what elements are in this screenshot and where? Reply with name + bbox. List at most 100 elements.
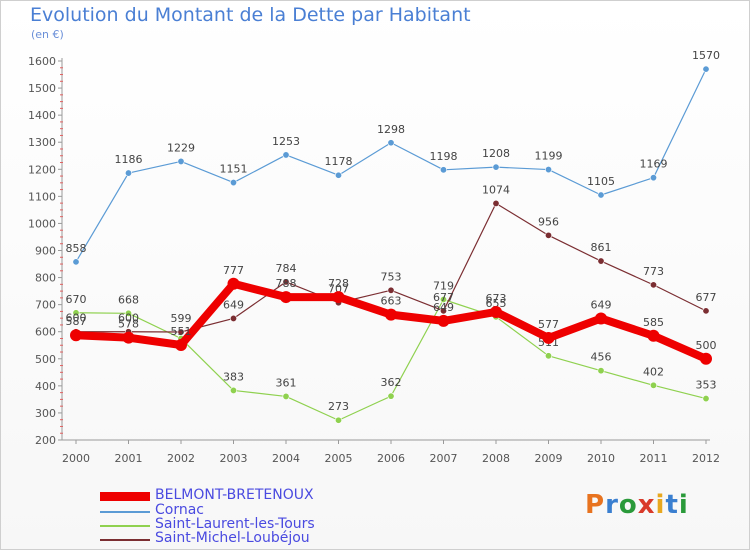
legend-label: Cornac xyxy=(155,502,204,518)
proxiti-logo: Proxiti xyxy=(585,490,689,520)
data-label-saint-laurent-les-tours: 719 xyxy=(433,279,454,292)
data-point-cornac xyxy=(72,258,80,266)
data-point-saint-michel-loub-jou xyxy=(649,281,657,289)
data-label-saint-michel-loub-jou: 1074 xyxy=(482,183,510,196)
data-label-saint-laurent-les-tours: 655 xyxy=(486,297,507,310)
x-tick-label: 2001 xyxy=(115,452,143,465)
x-tick-label: 2000 xyxy=(62,452,90,465)
data-label-cornac: 858 xyxy=(66,242,87,255)
logo-letter: t xyxy=(665,490,679,520)
data-point-saint-laurent-les-tours xyxy=(544,352,552,360)
data-point-saint-laurent-les-tours xyxy=(702,395,710,403)
data-label-saint-michel-loub-jou: 707 xyxy=(328,283,349,296)
data-label-cornac: 1199 xyxy=(535,150,563,163)
data-label-saint-michel-loub-jou: 677 xyxy=(433,291,454,304)
data-point-saint-michel-loub-jou xyxy=(177,328,185,336)
data-point-saint-laurent-les-tours xyxy=(597,367,605,375)
data-point-cornac xyxy=(439,166,447,174)
legend-label: BELMONT-BRETENOUX xyxy=(155,487,314,503)
x-tick-label: 2005 xyxy=(325,452,353,465)
legend-swatch xyxy=(100,525,150,527)
data-label-cornac: 1151 xyxy=(220,163,248,176)
chart-title: Evolution du Montant de la Dette par Hab… xyxy=(30,4,471,26)
data-label-cornac: 1570 xyxy=(692,49,720,62)
y-tick-label: 700 xyxy=(35,299,56,312)
y-tick-label: 1100 xyxy=(28,190,56,203)
legend-label: Saint-Michel-Loubéjou xyxy=(155,530,310,546)
x-tick-label: 2003 xyxy=(220,452,248,465)
data-label-belmont-bretenoux: 551 xyxy=(171,325,192,338)
data-point-cornac xyxy=(649,174,657,182)
data-label-cornac: 1178 xyxy=(325,155,353,168)
data-point-saint-laurent-les-tours xyxy=(72,309,80,317)
data-point-belmont-bretenoux xyxy=(227,277,240,290)
data-label-saint-laurent-les-tours: 456 xyxy=(591,351,612,364)
data-label-cornac: 1198 xyxy=(430,150,458,163)
data-point-cornac xyxy=(387,139,395,147)
data-label-saint-laurent-les-tours: 402 xyxy=(643,365,664,378)
data-label-cornac: 1169 xyxy=(640,158,668,171)
y-tick-label: 800 xyxy=(35,272,56,285)
logo-letter: i xyxy=(678,490,689,520)
data-point-belmont-bretenoux xyxy=(280,291,292,304)
x-tick-label: 2009 xyxy=(535,452,563,465)
data-label-saint-laurent-les-tours: 353 xyxy=(696,379,717,392)
legend-label: Saint-Laurent-les-Tours xyxy=(155,516,315,532)
x-tick-label: 2007 xyxy=(430,452,458,465)
data-point-belmont-bretenoux xyxy=(647,329,660,342)
data-point-saint-laurent-les-tours xyxy=(439,295,447,303)
x-tick-label: 2008 xyxy=(482,452,510,465)
data-point-saint-michel-loub-jou xyxy=(702,307,710,315)
data-label-saint-michel-loub-jou: 956 xyxy=(538,215,559,228)
data-point-belmont-bretenoux xyxy=(437,314,450,327)
data-label-cornac: 1253 xyxy=(272,135,300,148)
logo-letter: i xyxy=(655,490,666,520)
x-tick-label: 2004 xyxy=(272,452,300,465)
data-label-saint-laurent-les-tours: 362 xyxy=(381,376,402,389)
data-label-cornac: 1298 xyxy=(377,123,405,136)
x-tick-label: 2006 xyxy=(377,452,405,465)
data-label-belmont-bretenoux: 673 xyxy=(486,292,507,305)
x-tick-label: 2002 xyxy=(167,452,195,465)
data-point-belmont-bretenoux xyxy=(70,329,82,342)
data-label-belmont-bretenoux: 585 xyxy=(643,316,664,329)
data-label-belmont-bretenoux: 577 xyxy=(538,318,559,331)
y-tick-label: 900 xyxy=(35,245,56,258)
data-point-saint-michel-loub-jou xyxy=(230,314,238,322)
y-tick-label: 1300 xyxy=(28,136,56,149)
data-label-saint-michel-loub-jou: 753 xyxy=(381,270,402,283)
data-point-cornac xyxy=(702,65,710,73)
y-tick-label: 1000 xyxy=(28,217,56,230)
data-point-cornac xyxy=(230,179,238,187)
data-label-cornac: 1105 xyxy=(587,175,615,188)
data-point-belmont-bretenoux xyxy=(175,338,187,351)
data-label-saint-laurent-les-tours: 361 xyxy=(276,376,297,389)
data-label-saint-laurent-les-tours: 670 xyxy=(66,293,87,306)
data-point-cornac xyxy=(492,163,500,171)
data-label-saint-michel-loub-jou: 677 xyxy=(696,291,717,304)
data-point-saint-laurent-les-tours xyxy=(282,392,290,400)
data-point-saint-laurent-les-tours xyxy=(649,381,657,389)
data-label-saint-michel-loub-jou: 784 xyxy=(276,262,297,275)
data-label-saint-laurent-les-tours: 273 xyxy=(328,400,349,413)
legend-swatch xyxy=(100,492,150,501)
data-label-belmont-bretenoux: 777 xyxy=(223,264,244,277)
y-tick-label: 1200 xyxy=(28,163,56,176)
data-label-saint-laurent-les-tours: 668 xyxy=(118,293,139,306)
y-tick-label: 600 xyxy=(35,326,56,339)
data-label-saint-michel-loub-jou: 773 xyxy=(643,265,664,278)
data-label-saint-michel-loub-jou: 861 xyxy=(591,241,612,254)
logo-letter: x xyxy=(637,490,656,520)
data-point-belmont-bretenoux xyxy=(332,291,345,304)
data-label-cornac: 1186 xyxy=(115,153,143,166)
data-label-cornac: 1208 xyxy=(482,147,510,160)
data-label-belmont-bretenoux: 649 xyxy=(591,298,612,311)
data-point-belmont-bretenoux xyxy=(122,331,135,344)
data-point-saint-laurent-les-tours xyxy=(334,416,342,424)
data-label-belmont-bretenoux: 788 xyxy=(276,277,297,290)
data-point-saint-michel-loub-jou xyxy=(544,231,552,239)
data-point-saint-michel-loub-jou xyxy=(282,278,290,286)
data-point-saint-michel-loub-jou xyxy=(387,286,395,294)
